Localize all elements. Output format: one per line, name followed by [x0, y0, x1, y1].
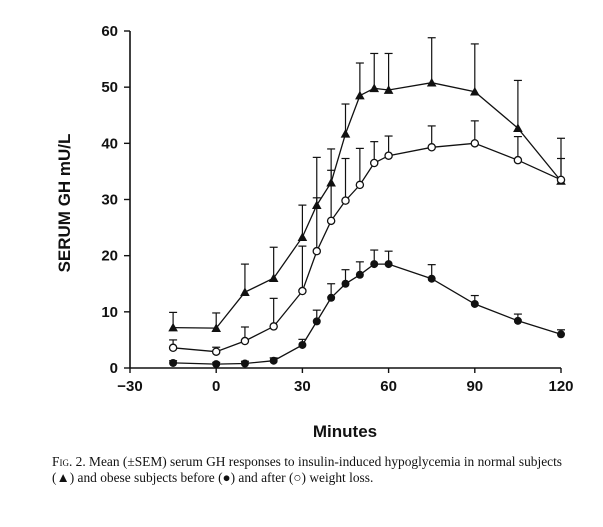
x-tick-label: 60 — [380, 378, 397, 395]
data-point-open-circle — [211, 347, 221, 356]
x-tick-label: 0 — [212, 378, 220, 395]
data-point-filled-circle — [427, 274, 436, 283]
series-triangle-filled — [168, 37, 566, 332]
series-line — [173, 142, 562, 353]
data-point-triangle — [383, 85, 394, 94]
data-point-triangle — [355, 90, 365, 100]
series-line — [173, 263, 562, 365]
data-point-triangle — [513, 123, 523, 133]
data-point-triangle — [268, 273, 279, 282]
series-circle-filled — [169, 249, 565, 369]
data-point-filled-circle — [169, 358, 178, 367]
figure-caption: Fig. 2. Mean (±SEM) serum GH responses t… — [52, 454, 572, 486]
data-point-filled-circle — [470, 299, 479, 308]
series-line — [173, 82, 562, 329]
y-tick-label: 50 — [101, 79, 118, 96]
data-point-triangle — [211, 323, 221, 332]
data-point-open-circle — [556, 175, 566, 185]
data-point-open-circle — [513, 155, 523, 165]
y-tick-label: 20 — [101, 248, 118, 265]
data-point-open-circle — [341, 196, 350, 205]
data-point-filled-circle — [312, 317, 321, 326]
data-point-open-circle — [168, 343, 178, 353]
data-point-triangle — [168, 322, 178, 332]
x-tick-label: 90 — [466, 378, 483, 395]
data-point-filled-circle — [355, 270, 364, 279]
data-point-open-circle — [470, 139, 480, 148]
data-point-triangle — [240, 287, 250, 297]
data-point-open-circle — [312, 246, 322, 256]
data-point-filled-circle — [212, 360, 221, 369]
x-tick-label: −30 — [117, 378, 142, 395]
y-axis-title: SERUM GH mU/L — [55, 134, 74, 273]
data-point-filled-circle — [513, 316, 522, 325]
data-point-triangle — [297, 232, 308, 241]
data-point-open-circle — [269, 322, 278, 331]
data-point-triangle — [470, 86, 480, 96]
data-point-filled-circle — [269, 356, 278, 365]
data-point-open-circle — [326, 216, 336, 226]
data-point-open-circle — [240, 336, 250, 346]
x-tick-label: 120 — [548, 378, 573, 395]
data-point-filled-circle — [370, 260, 379, 269]
data-point-triangle — [369, 83, 380, 93]
data-point-filled-circle — [384, 260, 393, 269]
data-point-filled-circle — [557, 330, 565, 339]
series-layer — [168, 37, 566, 369]
y-tick-label: 40 — [101, 135, 118, 152]
data-point-triangle — [340, 128, 351, 138]
data-point-open-circle — [298, 286, 307, 296]
data-point-triangle — [426, 77, 437, 87]
y-tick-label: 60 — [101, 23, 118, 40]
y-tick-label: 10 — [101, 304, 118, 321]
data-point-open-circle — [384, 151, 393, 160]
data-point-open-circle — [427, 143, 436, 152]
x-tick-label: 30 — [294, 378, 311, 395]
figure-label: Fig. 2. — [52, 454, 86, 469]
series-circle-open — [168, 120, 566, 356]
data-point-filled-circle — [327, 293, 336, 302]
x-axis-title: Minutes — [313, 422, 377, 441]
data-point-filled-circle — [240, 359, 249, 368]
data-point-open-circle — [369, 158, 379, 168]
data-point-filled-circle — [341, 279, 350, 288]
data-point-filled-circle — [298, 340, 307, 349]
tick-marks — [124, 30, 562, 373]
figure-caption-text: Mean (±SEM) serum GH responses to insuli… — [52, 454, 563, 485]
data-point-open-circle — [355, 180, 365, 190]
y-tick-label: 0 — [110, 360, 118, 377]
y-tick-label: 30 — [101, 192, 118, 209]
